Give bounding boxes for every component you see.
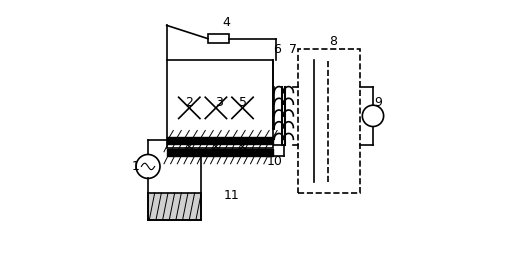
Text: 11: 11 bbox=[224, 189, 240, 202]
Text: 6: 6 bbox=[273, 43, 281, 56]
Text: 5: 5 bbox=[238, 96, 247, 109]
Bar bbox=[298, 49, 360, 193]
Bar bbox=[166, 60, 273, 148]
Text: 4: 4 bbox=[223, 16, 231, 29]
Text: 10: 10 bbox=[267, 155, 282, 168]
Bar bbox=[208, 34, 229, 43]
Text: 1: 1 bbox=[132, 160, 140, 173]
Text: 7: 7 bbox=[289, 43, 297, 56]
Text: 3: 3 bbox=[215, 96, 222, 109]
Text: 8: 8 bbox=[329, 35, 337, 48]
Bar bbox=[148, 193, 201, 220]
Text: 2: 2 bbox=[186, 96, 193, 109]
Text: 9: 9 bbox=[374, 96, 382, 109]
